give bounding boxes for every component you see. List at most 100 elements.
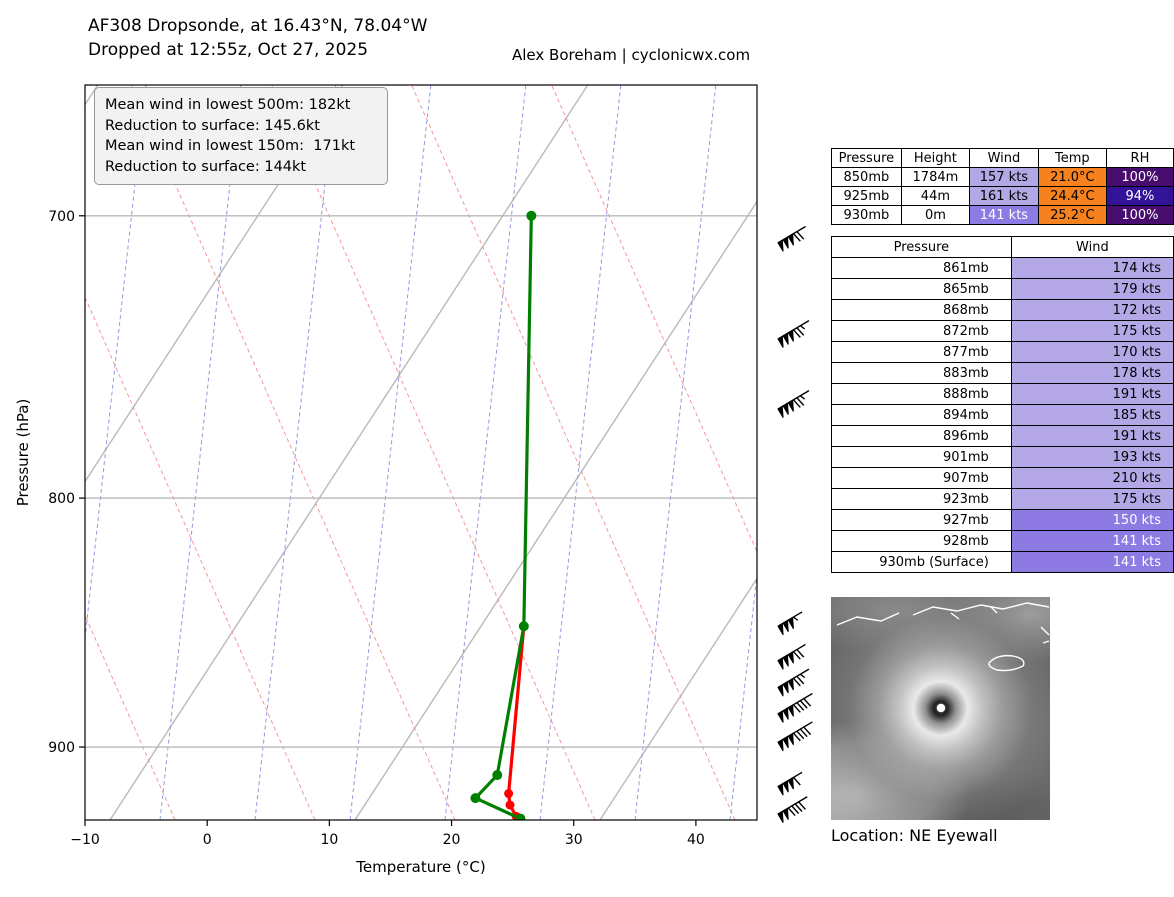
table-cell: 888mb [831, 383, 1012, 405]
wind-table-row: 901mb 193 kts [831, 446, 1174, 468]
table-header: Wind [1010, 236, 1174, 258]
table-cell: 877mb [831, 341, 1012, 363]
info-line-reduction-150m: Reduction to surface: 144kt [105, 158, 307, 175]
info-line-mean-500m: Mean wind in lowest 500m: 182kt [105, 97, 351, 113]
table-cell: 100% [1105, 167, 1174, 187]
satellite-image [831, 597, 1050, 820]
info-line-reduction-500m: Reduction to surface: 145.6kt [105, 117, 320, 134]
table-cell: 170 kts [1010, 341, 1174, 363]
svg-text:700: 700 [48, 209, 75, 225]
wind-table-row: 888mb 191 kts [831, 383, 1174, 405]
table-cell: 174 kts [1010, 257, 1174, 279]
table-cell: 927mb [831, 509, 1012, 531]
table-cell: 930mb (Surface) [831, 551, 1012, 573]
wind-table-body: 861mb 174 kts 865mb 179 kts 868mb 172 kts 872m… [831, 257, 1174, 573]
table-cell: 861mb [831, 257, 1012, 279]
table-cell: 157 kts [969, 167, 1039, 187]
skewt-chart: −10 0 10 20 30 40 700 800 900 Temperature (°C) Pre… [14, 84, 813, 876]
table-header: Wind [969, 148, 1039, 168]
wind-table: Pressure Wind 861mb 174 kts 865mb 179 kts 868… [831, 236, 1174, 573]
wind-table-row: 883mb 178 kts [831, 362, 1174, 384]
table-cell: 44m [900, 186, 971, 206]
wind-table-row: 927mb 150 kts [831, 509, 1174, 531]
summary-table-head: Pressure Height Wind Temp RH [831, 148, 1174, 168]
table-cell: 21.0°C [1037, 167, 1107, 187]
table-cell: 161 kts [969, 186, 1039, 206]
table-cell: 907mb [831, 467, 1012, 489]
mean-wind-info-box: Mean wind in lowest 500m: 182kt Reductio… [94, 87, 388, 186]
table-header: Temp [1037, 148, 1107, 168]
page-title: AF308 Dropsonde, at 16.43°N, 78.04°W [88, 16, 428, 36]
table-cell: 865mb [831, 278, 1012, 300]
wind-table-row: 923mb 175 kts [831, 488, 1174, 510]
svg-text:0: 0 [203, 832, 212, 848]
wind-table-row: 877mb 170 kts [831, 341, 1174, 363]
table-header: Height [900, 148, 971, 168]
table-cell: 141 kts [1010, 530, 1174, 552]
summary-table-row: 930mb 0m 141 kts 25.2°C 100% [831, 205, 1174, 225]
summary-table-row: 850mb 1784m 157 kts 21.0°C 100% [831, 167, 1174, 187]
wind-table-row: 872mb 175 kts [831, 320, 1174, 342]
wind-table-row: 930mb (Surface) 141 kts [831, 551, 1174, 573]
table-header: Pressure [831, 148, 902, 168]
table-cell: 193 kts [1010, 446, 1174, 468]
table-cell: 0m [900, 205, 971, 225]
table-cell: 178 kts [1010, 362, 1174, 384]
wind-table-row: 896mb 191 kts [831, 425, 1174, 447]
table-cell: 868mb [831, 299, 1012, 321]
summary-table-row: 925mb 44m 161 kts 24.4°C 94% [831, 186, 1174, 206]
coastline-overlay [836, 602, 1050, 672]
page-subtitle: Dropped at 12:55z, Oct 27, 2025 [88, 40, 369, 60]
info-line-mean-150m: Mean wind in lowest 150m: 171kt [105, 138, 356, 155]
table-cell: 1784m [900, 167, 971, 187]
table-header: Pressure [831, 236, 1012, 258]
table-cell: 901mb [831, 446, 1012, 468]
table-cell: 24.4°C [1037, 186, 1107, 206]
dropsonde-location-dot [935, 702, 947, 714]
credit-text: Alex Boreham | cyclonicwx.com [512, 46, 751, 64]
table-cell: 883mb [831, 362, 1012, 384]
table-cell: 185 kts [1010, 404, 1174, 426]
svg-text:30: 30 [565, 832, 583, 848]
table-cell: 179 kts [1010, 278, 1174, 300]
table-cell: 923mb [831, 488, 1012, 510]
svg-text:Temperature (°C): Temperature (°C) [355, 858, 485, 876]
table-cell: 172 kts [1010, 299, 1174, 321]
wind-table-row: 907mb 210 kts [831, 467, 1174, 489]
svg-text:800: 800 [48, 491, 75, 507]
table-cell: 191 kts [1010, 383, 1174, 405]
wind-table-head: Pressure Wind [831, 236, 1174, 258]
table-cell: 210 kts [1010, 467, 1174, 489]
svg-text:−10: −10 [70, 832, 100, 848]
table-cell: 894mb [831, 404, 1012, 426]
svg-text:40: 40 [687, 832, 705, 848]
table-cell: 872mb [831, 320, 1012, 342]
table-cell: 850mb [831, 167, 902, 187]
wind-table-row: 894mb 185 kts [831, 404, 1174, 426]
table-cell: 141 kts [969, 205, 1039, 225]
wind-table-row: 861mb 174 kts [831, 257, 1174, 279]
summary-table-body: 850mb 1784m 157 kts 21.0°C 100% 925mb 44m 161 k… [831, 167, 1174, 225]
table-cell: 25.2°C [1037, 205, 1107, 225]
satellite-caption: Location: NE Eyewall [831, 826, 998, 845]
table-cell: 925mb [831, 186, 902, 206]
wind-table-row: 868mb 172 kts [831, 299, 1174, 321]
summary-table: Pressure Height Wind Temp RH 850mb 1784m 157 k… [831, 148, 1174, 225]
wind-table-row: 928mb 141 kts [831, 530, 1174, 552]
table-cell: 94% [1105, 186, 1174, 206]
svg-text:900: 900 [48, 740, 75, 756]
svg-text:Pressure (hPa): Pressure (hPa) [14, 399, 32, 507]
table-cell: 150 kts [1010, 509, 1174, 531]
wind-table-row: 865mb 179 kts [831, 278, 1174, 300]
table-cell: 100% [1105, 205, 1174, 225]
table-cell: 896mb [831, 425, 1012, 447]
table-cell: 930mb [831, 205, 902, 225]
table-header: RH [1105, 148, 1174, 168]
table-cell: 141 kts [1010, 551, 1174, 573]
svg-text:20: 20 [443, 832, 461, 848]
svg-text:10: 10 [320, 832, 338, 848]
table-cell: 928mb [831, 530, 1012, 552]
table-cell: 191 kts [1010, 425, 1174, 447]
table-cell: 175 kts [1010, 320, 1174, 342]
